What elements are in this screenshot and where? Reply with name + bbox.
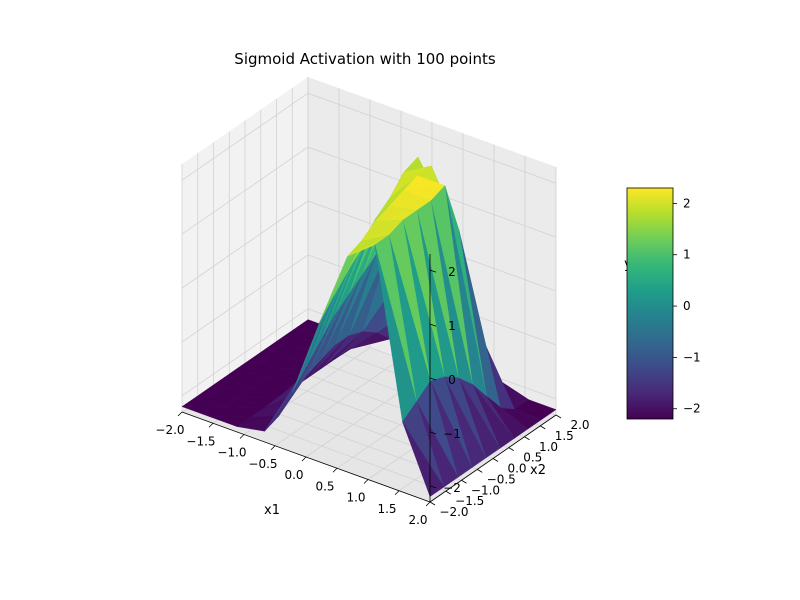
y-tick-label: −1.0 [471, 483, 500, 497]
x-tick-mark [425, 501, 431, 507]
colorbar-tick-label: −1 [683, 350, 701, 364]
z-tick-mark [429, 485, 437, 489]
y-tick-mark [555, 414, 562, 419]
z-tick-mark [429, 323, 437, 327]
colorbar-bar [626, 187, 674, 420]
colorbar-tick-label: −2 [683, 402, 701, 416]
axes-ticks: −2.0−1.5−1.0−0.50.00.51.01.52.0−2.0−1.5−… [155, 265, 589, 527]
x-tick-label: −2.0 [155, 423, 184, 437]
z-tick-label: 2 [448, 265, 456, 279]
y-tick-mark [540, 425, 546, 430]
y-axis-label: x2 [530, 463, 546, 478]
x-tick-label: 1.5 [377, 502, 396, 516]
y-tick-mark [429, 501, 436, 506]
x-tick-mark [239, 434, 245, 439]
y-tick-label: −1.5 [455, 494, 484, 508]
z-tick-label: 0 [448, 373, 456, 387]
y-tick-label: 2.0 [570, 418, 589, 432]
y-tick-label: −2.0 [439, 505, 468, 519]
y-tick-mark [508, 447, 514, 451]
y-tick-label: 1.0 [539, 440, 558, 454]
x-tick-mark [394, 490, 400, 496]
y-tick-label: −0.5 [487, 472, 516, 486]
z-gridline [181, 200, 557, 292]
x-tick-label: −1.5 [186, 434, 215, 448]
y-tick-mark [492, 458, 499, 462]
y-tick-label: 0.5 [523, 451, 542, 465]
x-tick-label: 1.0 [346, 491, 365, 505]
x-tick-label: 0.0 [284, 468, 303, 482]
colorbar: −2 −1 0 1 2 [626, 187, 701, 420]
x-tick-mark [363, 479, 369, 484]
y-tick-label: 1.5 [555, 429, 574, 443]
surface-plot [181, 156, 557, 497]
y-tick-label: 0.0 [507, 462, 526, 476]
colorbar-tick-label: 2 [683, 196, 691, 210]
x-tick-mark [177, 411, 183, 417]
z-gridline [181, 146, 557, 238]
chart-title: Sigmoid Activation with 100 points [234, 50, 496, 68]
colorbar-tick-label: 0 [683, 299, 691, 313]
x-tick-mark [270, 445, 276, 451]
z-tick-label: 1 [448, 319, 456, 333]
x-tick-label: 2.0 [408, 513, 427, 527]
z-tick-mark [429, 377, 437, 381]
x-tick-mark [208, 422, 214, 428]
z-tick-label: −2 [443, 481, 461, 495]
z-tick-mark [429, 269, 437, 273]
z-gridline [181, 92, 557, 184]
colorbar-tick-label: 1 [683, 248, 691, 262]
z-tick-label: −1 [443, 427, 461, 441]
z-tick-mark [429, 431, 437, 435]
x-tick-label: 0.5 [315, 479, 334, 493]
y-tick-mark [461, 479, 467, 484]
y-tick-mark [445, 490, 451, 495]
x-tick-label: −1.0 [217, 446, 246, 460]
x-tick-mark [332, 467, 338, 473]
x-axis-label: x1 [264, 503, 280, 518]
surface-facet [402, 421, 445, 497]
y-tick-mark [477, 469, 483, 473]
y-tick-mark [524, 436, 530, 441]
x-tick-mark [301, 456, 307, 462]
x-tick-label: −0.5 [248, 457, 277, 471]
